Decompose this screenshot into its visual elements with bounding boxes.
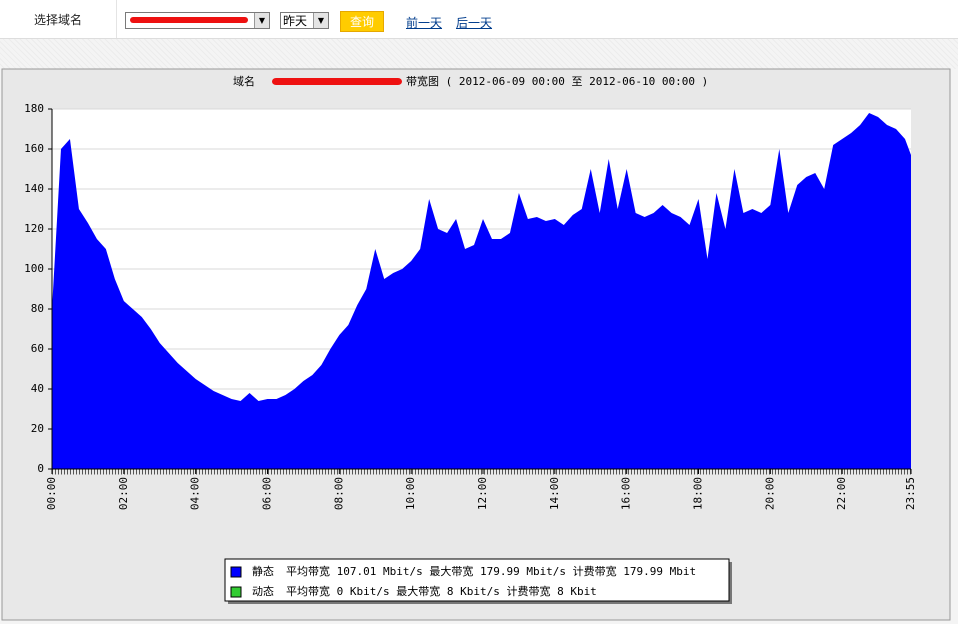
toolbar: 选择域名 ▼ 昨天 ▼ 查询 前一天 后一天 [0, 0, 958, 39]
y-tick-label: 100 [24, 262, 44, 275]
y-tick-label: 0 [37, 462, 44, 475]
x-tick-label: 06:00 [260, 477, 273, 510]
x-tick-label: 00:00 [45, 477, 58, 510]
legend-name: 静态 [252, 564, 274, 578]
period: 昨天 [283, 14, 308, 28]
query-button[interactable]: 查询 [340, 11, 384, 32]
label: 选择域名 [0, 0, 117, 38]
y-tick-label: 80 [31, 302, 44, 315]
x-tick-label: 12:00 [476, 477, 489, 510]
x-tick-label: 04:00 [189, 477, 202, 510]
domain-select[interactable]: ▼ [125, 12, 270, 29]
y-tick-label: 160 [24, 142, 44, 155]
legend-stats: 平均带宽 107.01 Mbit/s 最大带宽 179.99 Mbit/s 计费… [286, 564, 696, 578]
x-tick-label: 14:00 [548, 477, 561, 510]
legend-swatch [230, 586, 242, 598]
x-tick-label: 22:00 [835, 477, 848, 510]
x-tick-label: 18:00 [691, 477, 704, 510]
chart-title: 域名 [233, 74, 255, 88]
redaction [130, 17, 248, 23]
legend-stats: 平均带宽 0 Kbit/s 最大带宽 8 Kbit/s 计费带宽 8 Kbit [286, 584, 597, 598]
y-tick-label: 20 [31, 422, 44, 435]
dropdown-arrow: ▼ [254, 13, 269, 28]
redaction [272, 78, 402, 85]
legend-swatch [230, 566, 242, 578]
area [52, 113, 911, 469]
background [0, 39, 958, 69]
x-tick-label: 23:55 [904, 477, 917, 510]
legend-box [224, 558, 730, 602]
legend-name: 动态 [252, 585, 274, 598]
y-tick-label: 180 [24, 102, 44, 115]
y-tick-label: 60 [31, 342, 44, 355]
chart-subtitle: 带宽图 ( 2012-06-09 00:00 至 2012-06-10 00:0… [406, 74, 708, 88]
period-select[interactable]: 昨天 ▼ [280, 12, 329, 29]
x-tick-label: 16:00 [620, 477, 633, 510]
y-tick-label: 140 [24, 182, 44, 195]
next-day-link[interactable]: 后一天 [456, 16, 493, 30]
dropdown-arrow: ▼ [313, 13, 328, 28]
x-tick-label: 10:00 [404, 477, 417, 510]
x-tick-label: 02:00 [117, 477, 130, 510]
x-tick-label: 20:00 [763, 477, 776, 510]
x-tick-label: 08:00 [332, 477, 345, 510]
y-tick-label: 40 [31, 382, 44, 395]
prev-day-link[interactable]: 前一天 [406, 16, 443, 30]
y-tick-label: 120 [24, 222, 44, 235]
